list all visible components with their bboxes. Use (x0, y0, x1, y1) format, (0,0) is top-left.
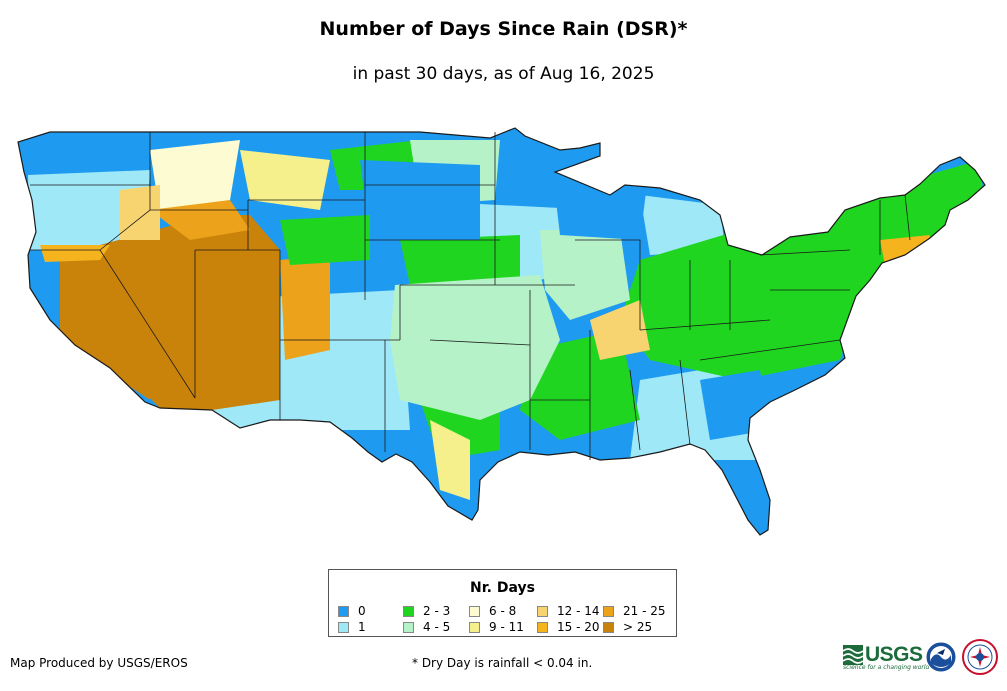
legend-swatch (338, 622, 349, 633)
legend-item-over-25: > 25 (603, 620, 652, 634)
legend: Nr. Days 0 1 2 - 3 4 - 5 6 - 8 9 - 11 12… (328, 569, 677, 637)
legend-swatch (537, 622, 548, 633)
legend-title: Nr. Days (470, 580, 535, 596)
legend-swatch (403, 622, 414, 633)
state-borders (17, 127, 986, 536)
legend-swatch (338, 606, 349, 617)
usgs-tagline: science for a changing world (843, 664, 930, 671)
dsr-map (17, 127, 986, 536)
legend-item-12-14: 12 - 14 (537, 604, 600, 618)
legend-swatch (537, 606, 548, 617)
map-subtitle: in past 30 days, as of Aug 16, 2025 (352, 64, 655, 84)
legend-item-2-3: 2 - 3 (403, 604, 450, 618)
map-title: Number of Days Since Rain (DSR)* (319, 18, 688, 40)
legend-swatch (603, 622, 614, 633)
legend-item-9-11: 9 - 11 (469, 620, 524, 634)
legend-item-1: 1 (338, 620, 366, 634)
credit-text: Map Produced by USGS/EROS (10, 656, 188, 670)
legend-swatch (469, 606, 480, 617)
rainfall-regions (28, 140, 985, 500)
noaa-seal-icon (925, 641, 957, 673)
usgs-wave-icon (843, 645, 863, 665)
legend-swatch (469, 622, 480, 633)
legend-swatch (403, 606, 414, 617)
legend-item-4-5: 4 - 5 (403, 620, 450, 634)
legend-item-6-8: 6 - 8 (469, 604, 516, 618)
legend-item-0: 0 (338, 604, 366, 618)
legend-item-21-25: 21 - 25 (603, 604, 666, 618)
legend-item-15-20: 15 - 20 (537, 620, 600, 634)
nws-seal-icon (962, 639, 998, 675)
legend-swatch (603, 606, 614, 617)
usgs-logo-text: USGS (865, 643, 923, 666)
dry-day-note: * Dry Day is rainfall < 0.04 in. (412, 656, 593, 670)
